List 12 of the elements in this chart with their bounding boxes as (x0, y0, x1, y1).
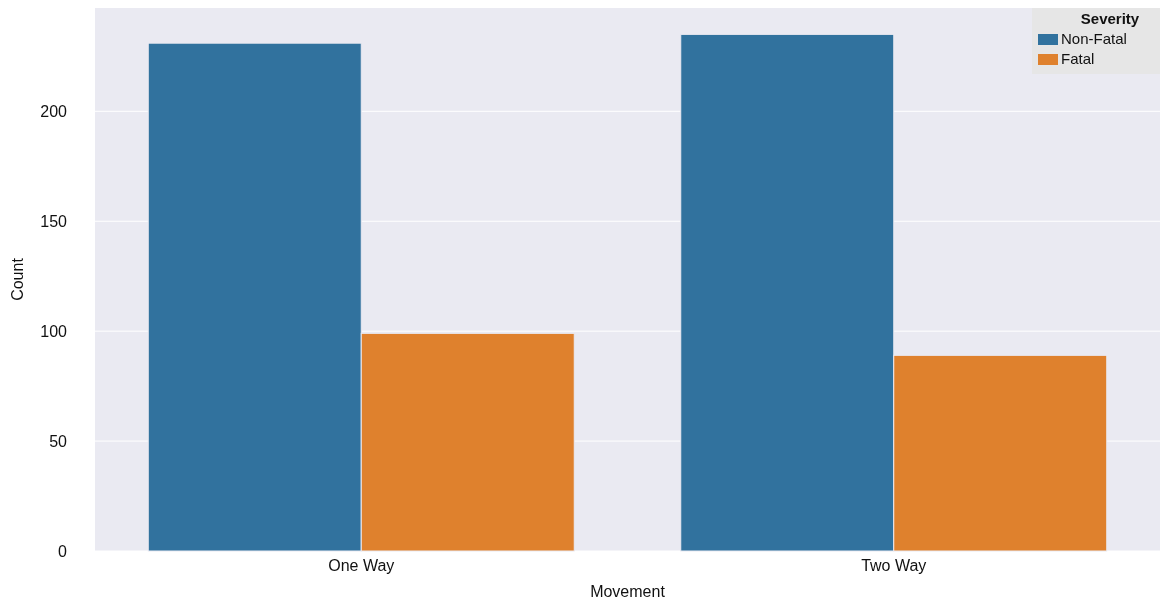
y-tick-label: 0 (58, 542, 68, 560)
x-tick-label: One Way (328, 557, 395, 574)
y-tick-label: 50 (49, 432, 68, 450)
y-tick-label: 150 (40, 212, 68, 230)
legend-label: Fatal (1061, 50, 1095, 67)
x-axis-title: Movement (590, 583, 666, 600)
y-tick-label: 200 (40, 102, 68, 120)
legend-label: Non-Fatal (1061, 30, 1127, 47)
x-tick-label: Two Way (861, 557, 927, 574)
y-tick-label: 100 (40, 322, 68, 340)
legend-title: Severity (1080, 10, 1140, 27)
y-axis-title: Count (9, 257, 26, 301)
